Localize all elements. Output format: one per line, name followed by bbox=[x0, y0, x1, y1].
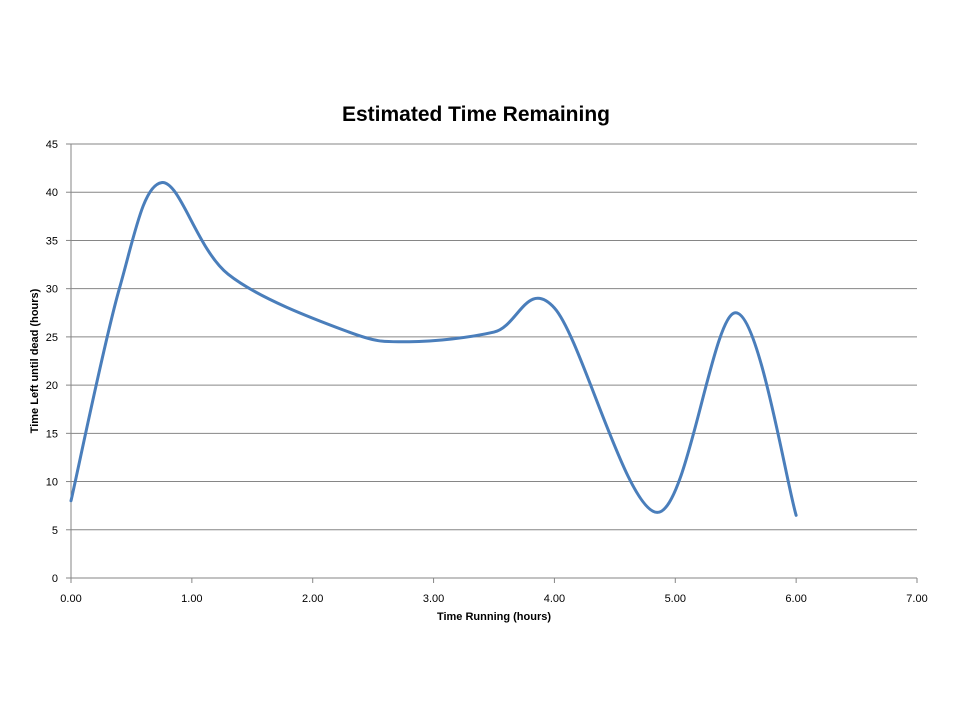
y-axis-title: Time Left until dead (hours) bbox=[29, 288, 41, 433]
y-tick-label: 30 bbox=[46, 284, 58, 296]
x-tick-label: 4.00 bbox=[544, 593, 565, 605]
x-tick-label: 7.00 bbox=[906, 593, 927, 605]
y-tick-label: 5 bbox=[52, 525, 58, 537]
series-layer bbox=[69, 181, 798, 517]
x-tick-label: 3.00 bbox=[423, 593, 444, 605]
y-tick-label: 20 bbox=[46, 380, 58, 392]
x-tick-label: 2.00 bbox=[302, 593, 323, 605]
x-tick-label: 0.00 bbox=[60, 593, 81, 605]
chart-title: Estimated Time Remaining bbox=[342, 103, 610, 126]
x-tick-label: 5.00 bbox=[665, 593, 686, 605]
x-axis-title: Time Running (hours) bbox=[437, 611, 551, 623]
y-tick-label: 10 bbox=[46, 477, 58, 489]
tick-labels: 0 5 10 15 20 25 30 35 40 45 0.00 1.00 2.00 3.00 4.00 5.… bbox=[46, 139, 928, 605]
y-tick-label: 35 bbox=[46, 235, 58, 247]
axes bbox=[66, 143, 918, 583]
x-tick-label: 1.00 bbox=[181, 593, 202, 605]
x-tick-label: 6.00 bbox=[785, 593, 806, 605]
y-tick-label: 25 bbox=[46, 332, 58, 344]
y-tick-label: 15 bbox=[46, 428, 58, 440]
series-line-0 bbox=[69, 181, 798, 517]
gridlines bbox=[71, 143, 917, 531]
y-tick-label: 45 bbox=[46, 139, 58, 151]
y-tick-label: 40 bbox=[46, 187, 58, 199]
y-tick-label: 0 bbox=[52, 573, 58, 585]
